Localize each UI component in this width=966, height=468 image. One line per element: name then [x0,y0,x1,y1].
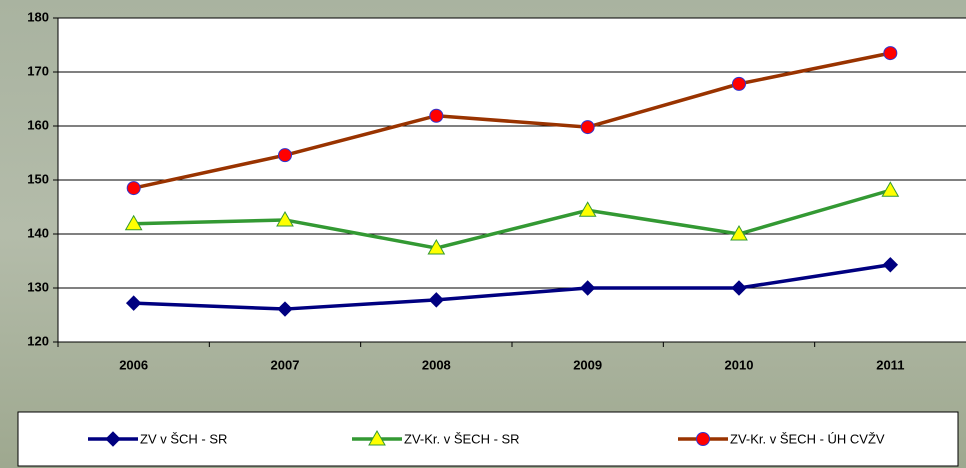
data-point [730,224,748,241]
legend-marker [696,432,710,446]
data-point [428,292,445,308]
data-point [578,201,597,217]
x-tick-label: 2009 [573,357,602,372]
data-point [278,148,292,163]
y-tick-label: 150 [27,171,49,186]
series-line [133,51,891,190]
legend-label: ZV-Kr. v ŠECH - SR [404,431,520,446]
y-tick-label: 180 [27,9,49,24]
y-tick-label: 140 [27,225,49,240]
data-point [427,239,446,255]
data-point [126,181,141,196]
series-line [133,188,891,250]
data-point [277,301,293,317]
x-tick-label: 2011 [876,357,904,372]
legend-label: ZV v ŠCH - SR [140,431,227,446]
x-tick-label: 2010 [725,357,754,372]
y-tick-label: 120 [27,333,49,348]
legend-label: ZV-Kr. v ŠECH - ÚH CVŽV [730,431,885,446]
data-point [731,280,747,296]
legend-marker [105,431,121,447]
data-point [276,210,294,227]
y-tick-label: 170 [27,63,49,78]
x-tick-label: 2008 [422,357,451,372]
data-point [883,46,898,61]
data-point [580,120,595,135]
data-point [124,214,143,231]
data-point [882,257,899,273]
x-tick-label: 2006 [119,357,148,372]
legend-box [17,411,959,467]
y-tick-label: 160 [27,117,49,132]
series-line [133,263,891,311]
legend-marker [368,429,386,446]
data-point [125,295,142,311]
data-point [429,108,444,123]
data-point [579,280,596,296]
x-tick-label: 2007 [271,357,300,372]
y-tick-label: 130 [27,279,49,294]
data-point [881,181,900,197]
data-point [732,76,746,91]
